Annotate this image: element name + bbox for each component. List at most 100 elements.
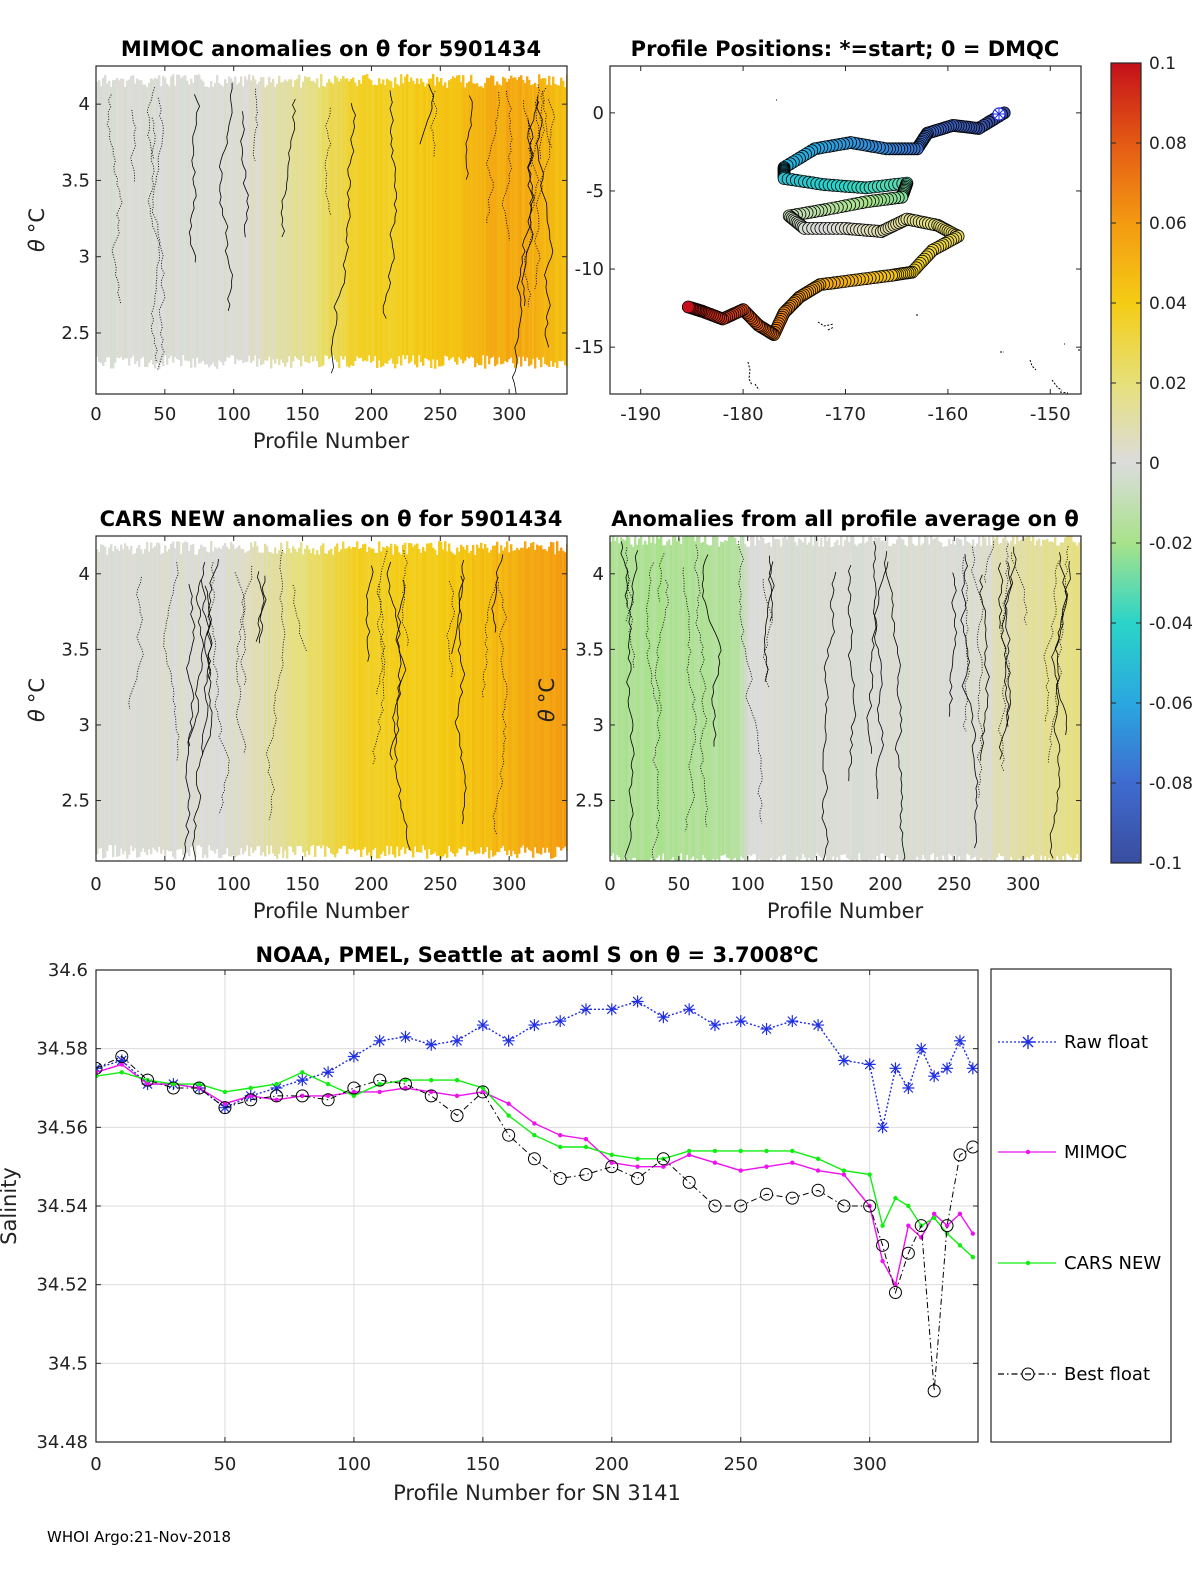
x-tick-label: -190 [620,404,661,425]
mimoc-heat-column [134,83,137,364]
series-dot-point [712,1148,718,1154]
cars-heat-column [142,553,145,849]
raw-float-point [953,1034,966,1047]
cars-heat-column [404,542,407,854]
allavg-heat-column [1022,536,1025,860]
x-tick-label: 100 [217,404,251,425]
allavg-heat-column [1040,545,1043,856]
mimoc-heat-column [430,78,433,369]
allavg-heat-column [822,546,825,861]
mimoc-heat-column [240,76,243,360]
mimoc-ylabel: θ °C [25,208,49,252]
cars-title: CARS NEW anomalies on θ for 5901434 [100,507,563,531]
cars-contour [163,562,180,761]
mimoc-heat-column [214,82,217,367]
allavg-contour [1051,560,1071,736]
mimoc-contour [419,84,435,145]
allavg-heat-column [862,536,865,861]
allavg-heat-column [772,536,775,861]
allavg-heat-column [990,545,993,861]
mimoc-heat-column [390,81,393,359]
allavg-heat-column [800,540,803,859]
cars-heat-column [294,548,297,855]
cars-heat-column [238,545,241,856]
cars-contour [265,549,286,821]
mimoc-y-ticks: 4 3.5 3 2.5 [61,94,567,344]
allavg-heat-column [1014,544,1017,861]
cars-heat-column [248,550,251,857]
best-float-point [166,1081,180,1095]
cars-heat-column [212,551,215,852]
x-tick-label: 300 [853,1454,887,1475]
allavg-heat-column [896,539,899,855]
cars-heat-column [340,549,343,849]
mimoc-heat-column [494,85,497,367]
mimoc-heat-column [452,76,455,358]
series-dot-point [738,1148,743,1154]
allavg-heat-column [902,539,905,861]
mimoc-heat-column [252,75,255,361]
cars-contour [240,565,253,687]
mimoc-contour [146,87,156,160]
allavg-heat-column [678,538,681,861]
mimoc-contours [106,82,556,394]
cars-heat-column [482,548,485,855]
mimoc-heat-column [292,86,295,362]
mimoc-heat-column [466,82,469,358]
cars-heat-column [356,541,359,850]
raw-float-point [837,1054,850,1067]
series-dot-point [274,1081,279,1087]
allavg-heat-column [828,537,831,861]
allavg-contour [763,555,775,682]
best-float-point [347,1081,361,1095]
best-float-point [398,1077,412,1091]
mimoc-heat-column [524,83,527,361]
allavg-heat-column [780,546,783,861]
cars-heat-column [390,543,393,847]
allavg-heat-column [948,539,951,854]
mimoc-contour [501,90,513,241]
series-dot-point [429,1077,434,1083]
mimoc-heat-column [108,80,111,358]
cars-heat-column [182,542,185,855]
allavg-heat-column [798,538,801,861]
cars-heat-column [194,554,197,857]
cars-heat-column [250,542,253,848]
mimoc-heat-column [250,80,253,363]
cars-heat-column [140,549,143,852]
x-tick-label: 0 [90,874,101,895]
panel-cars: CARS NEW anomalies on θ for 5901434 0 50 1… [25,507,568,923]
cars-heat-column [436,555,439,856]
positions-title: Profile Positions: *=start; 0 = DMQC [631,37,1060,61]
cars-contour [492,582,508,835]
colorbar: 0.1 0.08 0.06 0.04 0.02 0 -0.02 -0.04 -0.06 -0.08… [1110,54,1193,874]
mimoc-heat-column [146,87,149,368]
mimoc-heat-column [102,78,105,366]
mimoc-heat-column [432,74,435,360]
cars-heat-column [374,552,377,849]
allavg-heat-column [1032,536,1035,855]
cars-heat-column [438,541,441,856]
mimoc-heat-column [438,81,441,367]
allavg-heat-column [982,536,985,861]
allavg-heat-column [1008,544,1011,861]
mimoc-contour [252,88,259,161]
allavg-heat-column [840,536,843,855]
cars-heat-column [338,551,341,849]
best-float-point [141,1073,155,1087]
cars-heat-column [108,547,111,845]
cars-heat-column [196,554,199,846]
salinity-title: NOAA, PMEL, Seattle at aoml S on θ = 3.7… [255,942,818,967]
cars-heat-column [528,547,531,850]
mimoc-heat-column [218,83,221,361]
cars-contour [446,581,455,678]
cars-heat-column [470,550,473,852]
mimoc-heat-column [408,81,411,364]
colorbar-tick-label: 0.08 [1149,134,1187,154]
cars-heat-column [460,544,463,850]
cars-heat-column [478,548,481,854]
allavg-heat-column [974,546,977,857]
series-dot-point [248,1093,253,1099]
allavg-contour [625,568,631,623]
mimoc-heat-column [502,76,505,364]
